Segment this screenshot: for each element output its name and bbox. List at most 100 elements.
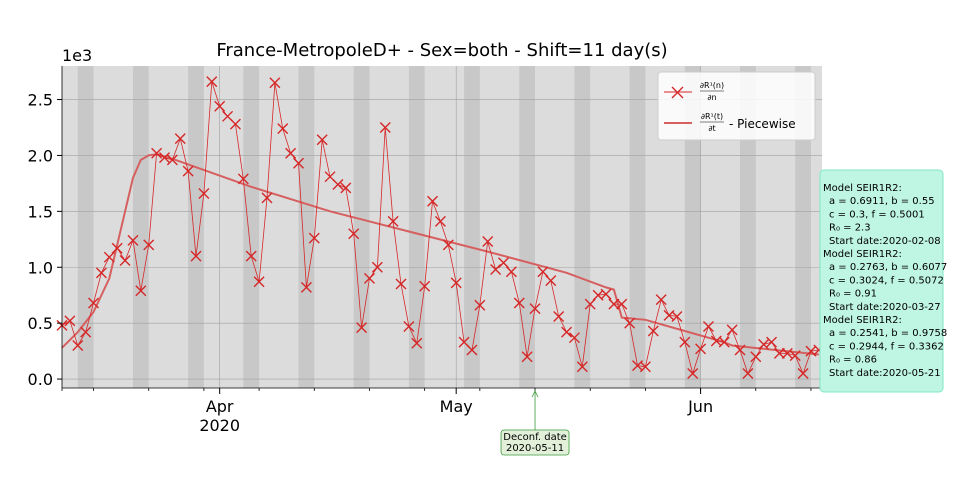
- model-start-date: Start date:2020-05-21: [829, 368, 941, 379]
- data-point: [127, 234, 139, 246]
- data-point: [371, 261, 383, 273]
- data-point: [166, 154, 178, 166]
- data-point: [742, 367, 754, 379]
- weekend-band: [684, 66, 701, 388]
- data-point: [482, 236, 494, 248]
- data-point: [537, 266, 549, 278]
- data-point: [190, 250, 202, 262]
- data-point: [174, 133, 186, 145]
- data-point: [695, 343, 707, 355]
- model-params-ab: a = 0.2541, b = 0.9758: [829, 328, 947, 339]
- weekend-band: [188, 66, 204, 388]
- data-point: [679, 336, 691, 348]
- data-point: [616, 298, 628, 310]
- model-r0: R₀ = 0.86: [829, 355, 877, 366]
- legend-2-numerator: ∂R¹(t): [701, 112, 723, 121]
- chart-title: France-MetropoleD+ - Sex=both - Shift=11…: [216, 40, 667, 61]
- data-point: [450, 277, 462, 289]
- data-point: [261, 192, 273, 204]
- data-point: [419, 280, 431, 292]
- data-point: [734, 344, 746, 356]
- y-tick-label: 0.0: [28, 370, 53, 389]
- weekend-band: [353, 66, 370, 388]
- deconf-arrow-head: [531, 390, 539, 398]
- data-point: [80, 326, 92, 338]
- weekend-band: [795, 66, 811, 388]
- model-params-cf: c = 0.2944, f = 0.3362: [829, 341, 944, 352]
- legend-1-numerator: ∂R¹(n): [700, 81, 724, 90]
- y-tick-label: 1.0: [28, 258, 53, 277]
- data-point: [639, 361, 651, 373]
- data-point: [529, 303, 541, 315]
- data-point: [568, 332, 580, 344]
- data-point: [363, 272, 375, 284]
- data-point: [332, 179, 344, 191]
- data-point: [505, 266, 517, 278]
- data-point: [411, 337, 423, 349]
- model-box-frame: [819, 169, 944, 393]
- data-point: [687, 367, 699, 379]
- data-point: [379, 121, 391, 133]
- model-r0: R₀ = 0.91: [829, 289, 877, 300]
- data-point: [237, 173, 249, 185]
- data-point: [434, 215, 446, 227]
- data-point: [151, 147, 163, 159]
- data-point: [608, 298, 620, 310]
- data-point: [427, 195, 439, 207]
- data-point: [206, 76, 218, 88]
- data-point: [300, 281, 312, 293]
- data-point: [111, 242, 123, 254]
- data-point: [253, 276, 265, 288]
- deconf-date: 2020-05-11: [506, 443, 564, 454]
- data-point: [513, 297, 525, 309]
- piecewise-fit-line: [61, 153, 819, 356]
- data-point: [561, 326, 573, 338]
- data-point: [497, 257, 509, 269]
- y-tick-label: 1.5: [28, 202, 53, 221]
- weekend-band: [243, 66, 260, 388]
- data-point: [553, 310, 565, 322]
- model-params-cf: c = 0.3024, f = 0.5072: [829, 275, 944, 286]
- x-tick-label: Apr: [206, 397, 234, 416]
- data-point: [269, 77, 281, 89]
- model-parameters-box: Model SEIR1R2: a = 0.6911, b = 0.55 c = 0.…: [819, 169, 947, 393]
- data-point: [64, 315, 76, 327]
- data-point: [750, 351, 762, 363]
- data-point: [229, 118, 241, 130]
- data-point: [545, 275, 557, 287]
- model-params-cf: c = 0.3, f = 0.5001: [829, 209, 925, 220]
- data-point: [718, 336, 730, 348]
- data-point: [340, 182, 352, 194]
- data-point: [158, 152, 170, 164]
- y-tick-label: 2.5: [28, 91, 53, 110]
- x-tick-label: May: [440, 397, 473, 416]
- data-point: [308, 232, 320, 244]
- model-name: Model SEIR1R2:: [823, 315, 902, 326]
- data-point: [88, 297, 100, 309]
- legend-2-denominator: ∂t: [708, 124, 715, 133]
- data-point: [671, 310, 683, 322]
- data-point: [72, 340, 84, 352]
- model-name: Model SEIR1R2:: [823, 183, 902, 194]
- weekend-band: [740, 66, 756, 388]
- deconf-box: [500, 429, 570, 456]
- model-name: Model SEIR1R2:: [823, 249, 902, 260]
- data-point: [293, 157, 305, 169]
- y-tick-label: 2.0: [28, 146, 53, 165]
- weekend-band: [519, 66, 536, 388]
- y-offset-label: 1e3: [62, 46, 92, 65]
- data-point: [474, 299, 486, 311]
- weekend-band: [298, 66, 315, 388]
- data-point: [702, 321, 714, 333]
- data-point: [316, 134, 328, 146]
- data-point: [647, 325, 659, 337]
- model-start-date: Start date:2020-03-27: [829, 302, 941, 313]
- deconf-label: Deconf. date: [503, 432, 567, 443]
- data-point: [103, 251, 115, 263]
- data-point: [773, 347, 785, 359]
- x-tick-sublabel: 2020: [199, 416, 240, 435]
- legend-marker-x: [671, 86, 684, 99]
- data-point: [766, 336, 778, 348]
- weekend-band: [408, 66, 425, 388]
